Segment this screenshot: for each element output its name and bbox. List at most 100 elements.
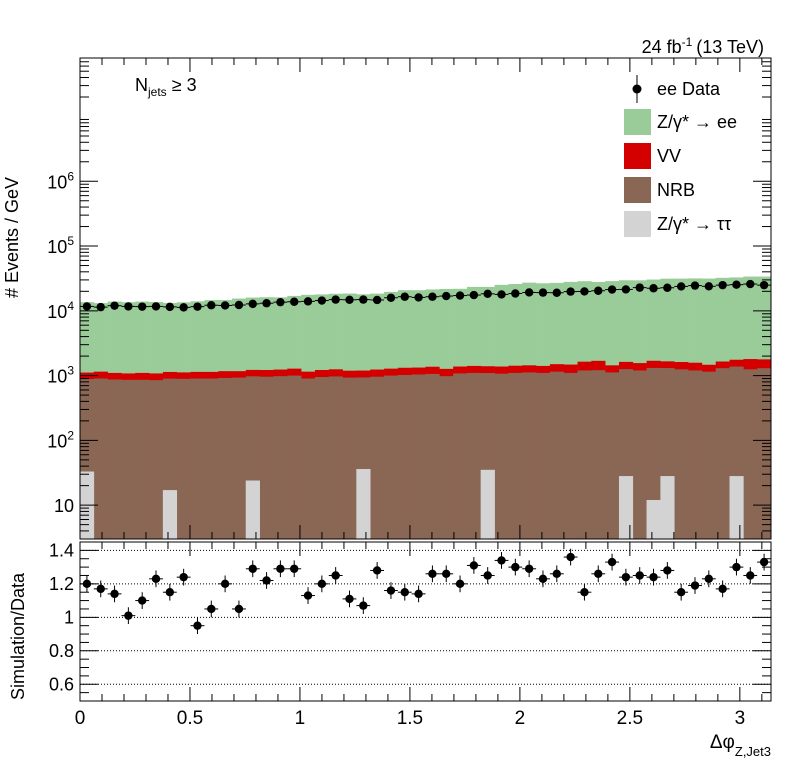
- ratio-point: [414, 589, 423, 599]
- data-point: [524, 288, 534, 297]
- x-tick-label: 2: [515, 708, 526, 729]
- data-point: [607, 285, 617, 294]
- ratio-point: [179, 572, 188, 582]
- data-point: [676, 282, 686, 291]
- data-point: [345, 295, 354, 304]
- ratio-point: [552, 569, 561, 578]
- ratio-point: [96, 584, 105, 594]
- main-frame: [79, 57, 772, 540]
- bar-nrb: [287, 375, 302, 539]
- data-point: [718, 280, 727, 290]
- bar-nrb: [93, 378, 108, 539]
- ratio-point: [193, 621, 202, 630]
- ratio-point: [718, 584, 727, 594]
- x-tick-label: 2.5: [617, 708, 643, 729]
- data-point: [511, 289, 520, 298]
- bar-nrb: [204, 378, 219, 539]
- data-point: [663, 283, 672, 292]
- data-point: [538, 288, 548, 297]
- data-point: [372, 295, 382, 305]
- data-point: [442, 291, 451, 301]
- ratio-point: [511, 562, 520, 572]
- data-point: [455, 291, 465, 300]
- bar-ztautau-front: [162, 490, 177, 539]
- bar-nrb: [121, 379, 136, 539]
- ratio-y-tick-label: 1.4: [49, 540, 74, 560]
- legend-swatch-nrb: [624, 177, 651, 203]
- ratio-y-tick-label: 1.2: [49, 574, 74, 594]
- legend-label: Z/γ* → ττ: [657, 214, 731, 234]
- bar-nrb: [605, 372, 620, 539]
- data-point: [193, 302, 202, 311]
- bar-nrb: [549, 371, 564, 539]
- ratio-point: [538, 574, 548, 584]
- ratio-point: [566, 552, 575, 562]
- data-point: [400, 292, 409, 301]
- legend-swatch-zee: [624, 109, 651, 135]
- data-point: [331, 295, 340, 304]
- bar-nrb: [715, 368, 730, 539]
- y-axis-label: # Events / GeV: [2, 177, 22, 298]
- ratio-point: [442, 569, 451, 578]
- data-point: [497, 290, 506, 299]
- data-point: [469, 290, 479, 300]
- ratio-point: [524, 564, 534, 573]
- bar-nrb: [328, 376, 343, 539]
- ratio-point: [124, 611, 133, 620]
- data-point: [428, 292, 437, 301]
- bar-nrb: [466, 372, 482, 539]
- ratio-point: [165, 588, 175, 597]
- ratio-point: [345, 594, 354, 604]
- ratio-point: [110, 589, 119, 599]
- bar-nrb: [688, 370, 703, 539]
- ratio-point: [635, 571, 644, 580]
- data-point: [207, 301, 216, 310]
- ratio-point: [746, 571, 755, 580]
- ratio-point: [455, 579, 465, 589]
- data-point: [96, 302, 105, 312]
- legend-data-marker: [632, 84, 642, 94]
- ratio-point: [580, 588, 589, 597]
- bar-nrb: [453, 373, 468, 539]
- ratio-point: [276, 564, 285, 573]
- data-point: [414, 293, 423, 302]
- ratio-point: [372, 566, 382, 575]
- bar-nrb: [384, 375, 399, 539]
- ratio-gridlines: [80, 549, 771, 685]
- bar-ztautau-front: [729, 476, 744, 539]
- data-point: [290, 297, 299, 306]
- bar-nrb: [149, 380, 164, 539]
- data-point: [483, 289, 492, 299]
- legend: ee Data Z/γ* → ee VV NRB Z/γ* → ττ: [624, 75, 737, 237]
- data-points: [80, 279, 771, 312]
- ratio-point: [220, 579, 230, 589]
- data-point: [151, 302, 161, 311]
- bar-nrb: [314, 377, 330, 539]
- ratio-y-axis-label: Simulation/Data: [8, 572, 28, 700]
- bar-nrb: [743, 369, 758, 539]
- x-tick-label: 0: [75, 708, 86, 729]
- data-point: [303, 297, 313, 306]
- data-point: [262, 299, 271, 308]
- ratio-point: [359, 601, 368, 610]
- bar-nrb: [342, 377, 357, 539]
- bar-ztautau-front: [245, 480, 260, 539]
- bar-nrb: [107, 379, 122, 539]
- bar-nrb: [701, 371, 717, 539]
- bar-nrb: [508, 372, 523, 539]
- legend-swatch-vv: [624, 143, 651, 169]
- bar-nrb: [646, 367, 661, 539]
- ratio-point: [690, 581, 700, 590]
- data-point: [137, 302, 147, 311]
- ratio-point: [428, 569, 437, 578]
- ratio-point: [137, 596, 147, 605]
- stacked-histogram: [80, 276, 772, 539]
- data-point: [759, 280, 769, 290]
- ratio-point: [497, 556, 506, 565]
- y-tick-label: 102: [47, 428, 74, 451]
- data-point: [746, 279, 755, 289]
- bar-nrb: [232, 377, 247, 539]
- ratio-point: [759, 557, 769, 567]
- y-tick-label: 104: [47, 299, 74, 322]
- legend-label: NRB: [657, 180, 695, 200]
